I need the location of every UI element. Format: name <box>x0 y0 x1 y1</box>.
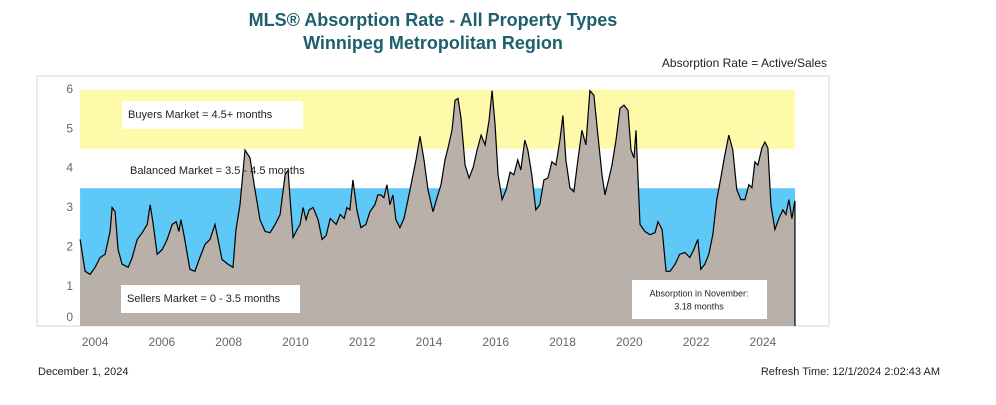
x-tick-label: 2004 <box>82 335 109 349</box>
y-tick-label: 0 <box>66 310 73 324</box>
x-tick-label: 2010 <box>282 335 309 349</box>
x-tick-label: 2024 <box>750 335 777 349</box>
annotation: Absorption in November: <box>649 288 748 298</box>
date: December 1, 2024 <box>38 366 129 378</box>
x-tick-label: 2006 <box>149 335 176 349</box>
x-tick-label: 2022 <box>683 335 710 349</box>
band-label: Sellers Market = 0 - 3.5 months <box>127 293 281 305</box>
y-tick-label: 4 <box>66 161 73 175</box>
x-tick-label: 2014 <box>416 335 443 349</box>
x-tick-label: 2008 <box>215 335 242 349</box>
x-tick-label: 2012 <box>349 335 376 349</box>
chart-subtitle: Winnipeg Metropolitan Region <box>303 33 563 53</box>
formula-note: Absorption Rate = Active/Sales <box>662 56 827 70</box>
refresh-time: Refresh Time: 12/1/2024 2:02:43 AM <box>761 366 940 378</box>
y-tick-label: 3 <box>66 200 73 214</box>
y-tick-label: 2 <box>66 239 73 253</box>
market-band <box>80 148 795 189</box>
y-tick-label: 6 <box>66 82 73 96</box>
chart-title: MLS® Absorption Rate - All Property Type… <box>249 10 618 30</box>
y-tick-label: 5 <box>66 121 73 135</box>
area-line <box>79 89 796 276</box>
band-label: Buyers Market = 4.5+ months <box>128 109 273 121</box>
annotation-box <box>632 280 767 319</box>
band-label-box <box>122 101 303 129</box>
band-label-box <box>121 285 300 313</box>
area-fill <box>80 90 795 326</box>
x-tick-label: 2020 <box>616 335 643 349</box>
band-label: Balanced Market = 3.5 - 4.5 months <box>130 165 305 177</box>
annotation: 3.18 months <box>674 301 724 311</box>
y-tick-label: 1 <box>66 279 73 293</box>
x-tick-label: 2016 <box>482 335 509 349</box>
x-tick-label: 2018 <box>549 335 576 349</box>
